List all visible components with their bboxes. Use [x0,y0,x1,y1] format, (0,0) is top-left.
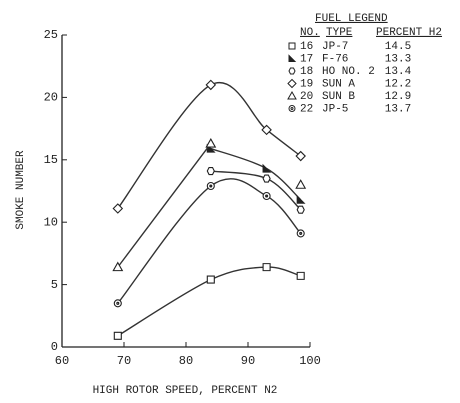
legend-symbol [287,78,297,89]
data-point [205,79,217,91]
y-tick-label: 20 [44,91,58,105]
legend-header: PERCENT H2 [376,27,442,39]
data-point [112,261,124,272]
legend-number: 17 [300,53,313,65]
y-tick-label: 0 [51,340,58,354]
data-point [296,271,305,280]
data-point [262,191,271,201]
data-point [262,163,272,173]
series-line [117,178,302,304]
legend-h2: 13.7 [385,103,411,115]
legend-h2: 13.3 [385,53,411,65]
series-line [117,266,301,337]
y-tick-label: 15 [44,153,58,167]
y-tick-label: 25 [44,28,58,42]
data-point [262,263,271,272]
data-point [206,181,215,191]
y-tick-label: 5 [51,278,58,292]
legend-number: 18 [300,66,313,78]
legend-h2: 14.5 [385,41,411,53]
legend-h2: 12.2 [385,78,411,90]
data-point [262,174,271,183]
legend-type: JP-5 [322,103,348,115]
data-point [113,331,122,340]
series-line [210,170,302,211]
legend-symbol [288,54,297,62]
data-point [296,194,306,204]
legend-header: TYPE [326,27,353,39]
legend-h2: 12.9 [385,91,411,103]
legend-symbol [288,67,296,75]
series-line [117,143,212,268]
legend-type: SUN B [322,91,355,103]
data-point [261,124,272,136]
data-point [296,229,305,238]
legend-h2: 13.4 [385,66,412,78]
data-point [206,275,215,284]
data-point [295,150,306,162]
legend-type: SUN A [322,78,355,90]
legend-symbol [287,90,297,100]
legend-number: 19 [300,78,313,90]
x-tick-label: 100 [299,354,321,368]
data-point [296,205,305,214]
legend-symbol [288,42,296,50]
x-tick-label: 70 [117,354,131,368]
data-point [112,203,124,214]
series-line [210,147,302,201]
data-point [295,179,307,189]
legend-header: NO. [300,27,320,39]
data-point [113,299,122,308]
legend-type: F-76 [322,53,348,65]
x-tick-label: 90 [241,354,255,368]
series-line [117,81,302,209]
y-axis-label: SMOKE NUMBER [15,150,27,230]
legend-symbol [288,105,296,112]
y-tick-label: 10 [44,215,58,229]
x-tick-label: 80 [179,354,193,368]
x-axis-label: HIGH ROTOR SPEED, PERCENT N2 [93,385,278,397]
legend-type: JP-7 [322,41,348,53]
legend-type: HO NO. 2 [322,66,375,78]
x-tick-label: 60 [55,354,69,368]
data-point [206,166,215,176]
legend-number: 20 [300,91,313,103]
legend-number: 22 [300,103,313,115]
legend-number: 16 [300,41,313,53]
data-point [205,137,217,148]
legend-title: FUEL LEGEND [315,13,388,25]
